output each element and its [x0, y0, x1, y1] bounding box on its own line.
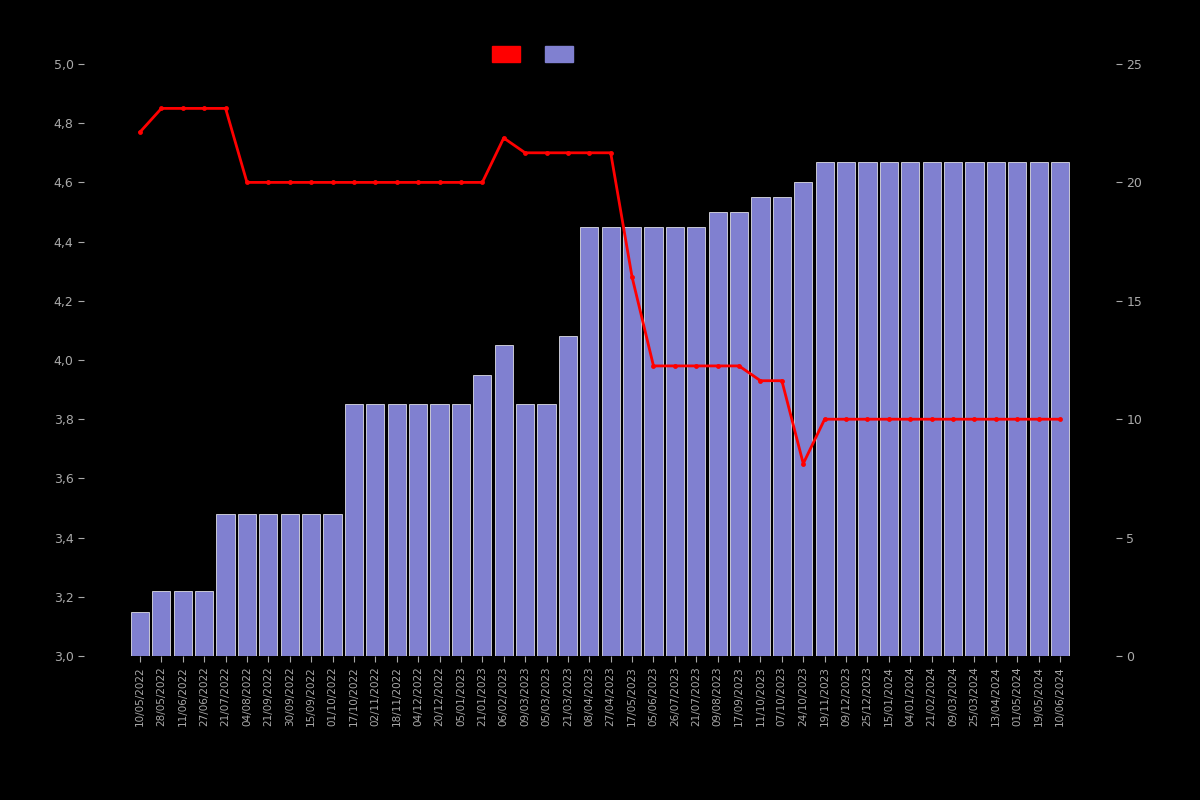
- Bar: [324, 514, 342, 656]
- Bar: [196, 591, 214, 656]
- Bar: [216, 514, 235, 656]
- Bar: [601, 227, 619, 656]
- Bar: [538, 404, 556, 656]
- Bar: [965, 162, 984, 656]
- Bar: [773, 198, 791, 656]
- Bar: [1030, 162, 1048, 656]
- Bar: [516, 404, 534, 656]
- Bar: [1051, 162, 1069, 656]
- Bar: [644, 227, 662, 656]
- Bar: [623, 227, 641, 656]
- Bar: [366, 404, 384, 656]
- Bar: [923, 162, 941, 656]
- Bar: [302, 514, 320, 656]
- Bar: [174, 591, 192, 656]
- Bar: [409, 404, 427, 656]
- Bar: [581, 227, 599, 656]
- Bar: [836, 162, 856, 656]
- Bar: [816, 162, 834, 656]
- Bar: [238, 514, 256, 656]
- Bar: [388, 404, 406, 656]
- Bar: [473, 374, 492, 656]
- Bar: [259, 514, 277, 656]
- Bar: [666, 227, 684, 656]
- Bar: [281, 514, 299, 656]
- Bar: [494, 346, 512, 656]
- Bar: [880, 162, 898, 656]
- Bar: [708, 212, 727, 656]
- Bar: [431, 404, 449, 656]
- Bar: [452, 404, 470, 656]
- Bar: [901, 162, 919, 656]
- Bar: [944, 162, 962, 656]
- Bar: [559, 336, 577, 656]
- Bar: [131, 611, 149, 656]
- Bar: [344, 404, 364, 656]
- Bar: [858, 162, 876, 656]
- Bar: [1008, 162, 1026, 656]
- Legend: , : ,: [488, 42, 588, 66]
- Bar: [751, 198, 769, 656]
- Bar: [794, 182, 812, 656]
- Bar: [688, 227, 706, 656]
- Bar: [152, 591, 170, 656]
- Bar: [730, 212, 748, 656]
- Bar: [986, 162, 1004, 656]
